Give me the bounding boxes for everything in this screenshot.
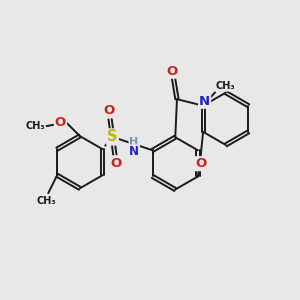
Text: H: H [129, 137, 139, 147]
Text: S: S [107, 129, 118, 144]
Text: O: O [166, 65, 178, 78]
Text: O: O [196, 157, 207, 170]
Text: CH₃: CH₃ [37, 196, 57, 206]
Text: N: N [129, 146, 139, 158]
Text: CH₃: CH₃ [26, 121, 45, 131]
Text: CH₃: CH₃ [215, 81, 235, 91]
Text: O: O [111, 157, 122, 169]
Text: O: O [103, 104, 114, 117]
Text: N: N [199, 95, 210, 108]
Text: O: O [55, 116, 66, 129]
